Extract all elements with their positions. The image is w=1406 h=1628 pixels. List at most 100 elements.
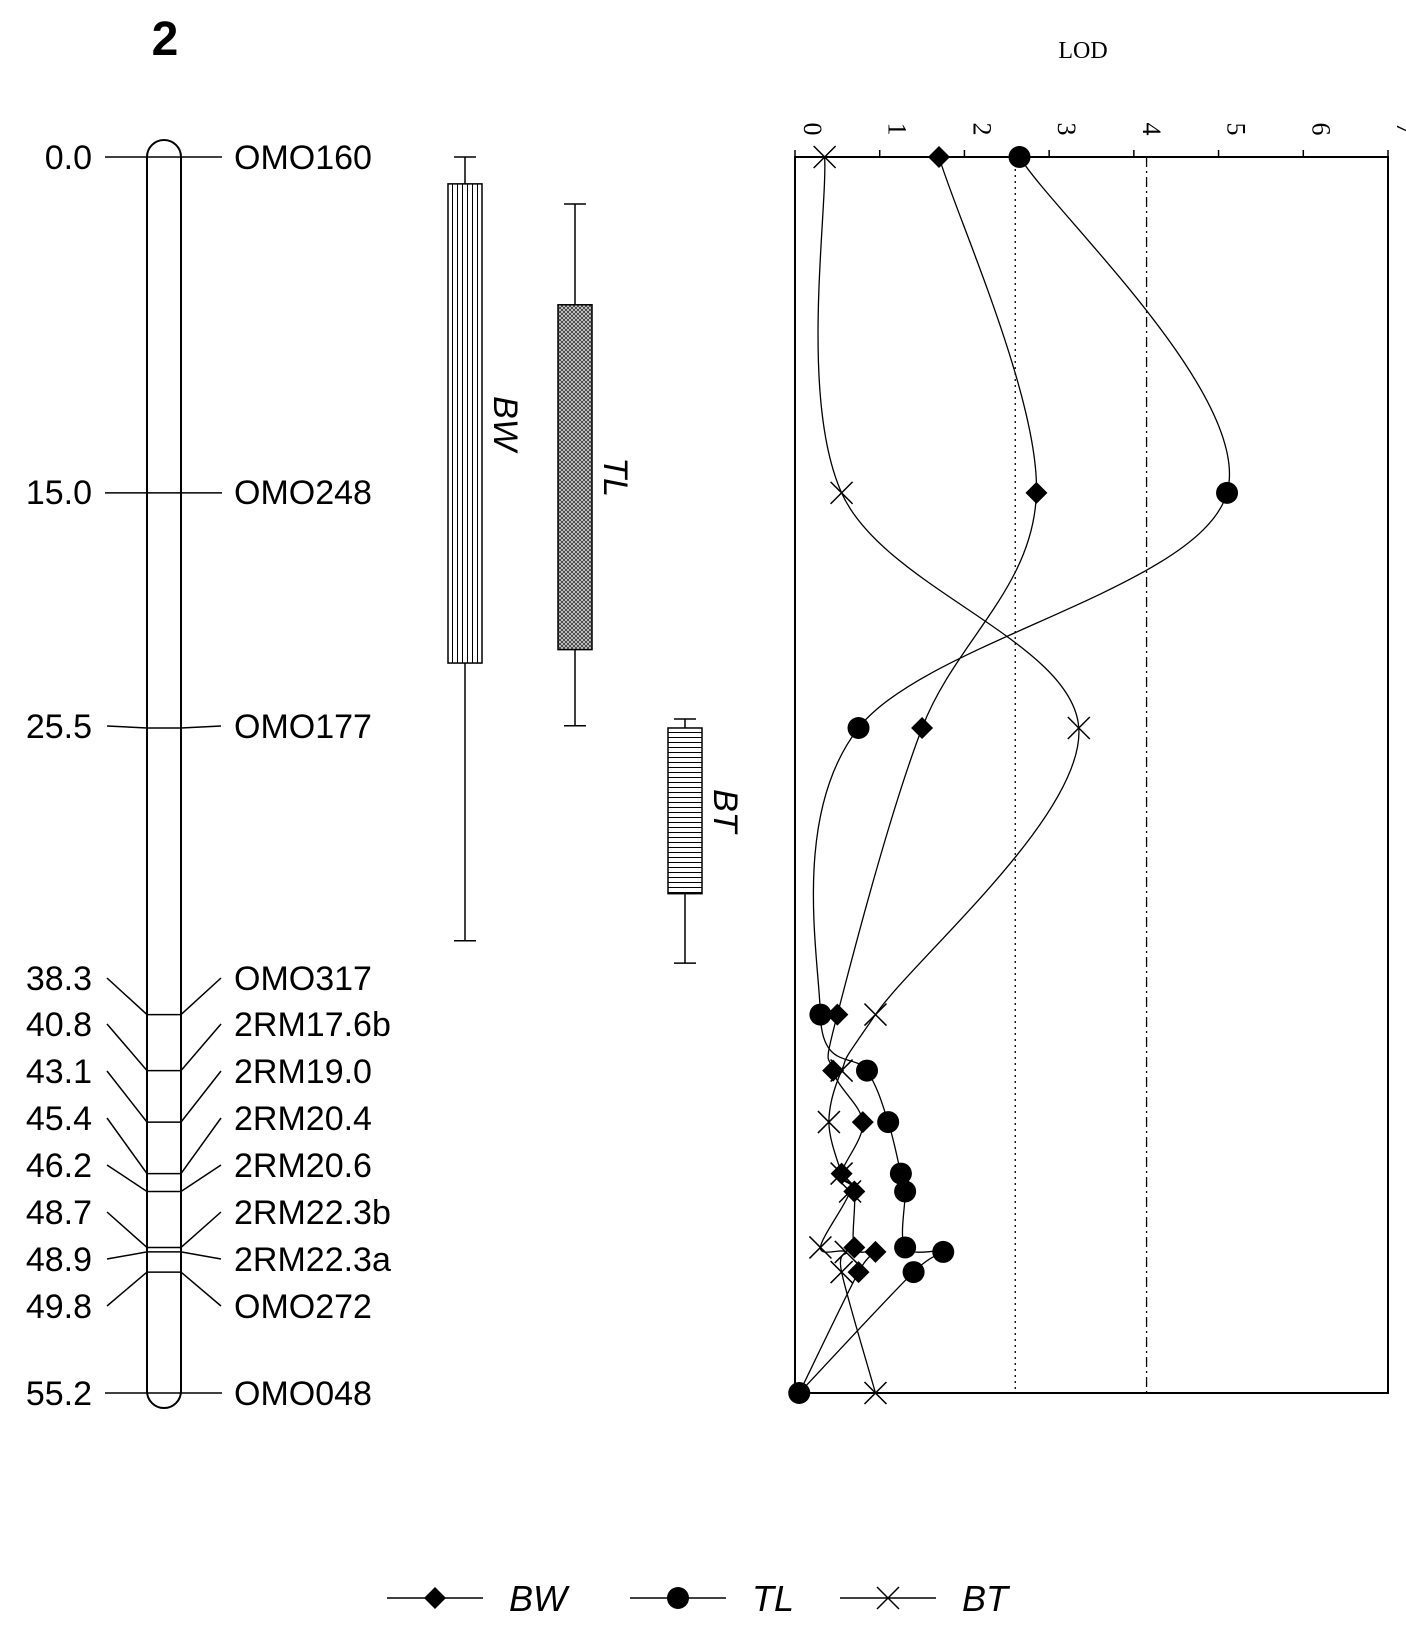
marker-name-label: OMO160	[234, 139, 372, 177]
data-point-x	[834, 1240, 858, 1264]
marker-name-label: 2RM17.6b	[234, 1006, 391, 1044]
lod-plot: LOD 0 1 2 3 4 5 6 7	[788, 38, 1406, 1405]
legend-item-bt: BT	[840, 1578, 1011, 1619]
data-point-x	[817, 1110, 841, 1134]
marker-position-label: 49.8	[26, 1288, 92, 1326]
lod-tick-label: 7	[1391, 123, 1406, 136]
data-point-x	[1067, 716, 1091, 740]
lod-thresholds	[1014, 157, 1148, 1393]
data-point-circle	[856, 1059, 879, 1082]
series-line	[798, 156, 1231, 1394]
legend-label: TL	[752, 1578, 794, 1619]
data-point-circle	[1216, 481, 1239, 504]
legend-marker-diamond	[424, 1587, 446, 1609]
legend: BW TL BT	[387, 1578, 1011, 1619]
data-point-diamond	[911, 716, 934, 739]
data-point-x	[830, 481, 854, 505]
data-point-diamond	[928, 146, 951, 168]
data-point-circle	[1008, 146, 1031, 168]
qtl-box	[667, 727, 703, 895]
marker-line	[106, 1211, 222, 1249]
legend-item-tl: TL	[630, 1578, 794, 1619]
series-bw	[788, 146, 1048, 1404]
marker-line	[106, 977, 222, 1016]
marker-labels: 0.0 OMO160 15.0 OMO248 25.5 OMO177 38.3 OMO317 4…	[26, 139, 391, 1413]
lod-tick-label: 2	[967, 123, 996, 136]
qtl-intervals: BW TL BT	[447, 156, 744, 964]
data-point-circle	[894, 1236, 917, 1259]
data-point-circle	[847, 716, 870, 739]
lod-tick-label: 5	[1222, 123, 1251, 136]
series-bt	[808, 145, 1091, 1405]
lod-axis-label: LOD	[1058, 38, 1107, 64]
marker-position-label: 45.4	[26, 1100, 92, 1138]
marker-name-label: OMO248	[234, 474, 372, 512]
lod-ticks: 0 1 2 3 4 5 6 7	[794, 123, 1406, 157]
marker-line	[106, 1023, 222, 1072]
lod-tick-label: 1	[883, 123, 912, 136]
marker-name-label: OMO272	[234, 1288, 372, 1326]
qtl-interval-bw: BW	[447, 156, 524, 942]
series-line	[798, 156, 1038, 1394]
data-point-x	[863, 1381, 888, 1405]
marker-line	[106, 1251, 222, 1260]
chromosome-number: 2	[152, 13, 179, 66]
data-point-diamond	[847, 1261, 870, 1284]
data-point-circle	[894, 1180, 917, 1203]
legend-marker-x	[876, 1586, 900, 1610]
data-point-x	[863, 1003, 888, 1027]
data-point-circle	[902, 1261, 925, 1284]
data-point-circle	[788, 1382, 811, 1404]
marker-name-label: 2RM19.0	[234, 1053, 372, 1091]
data-point-x	[830, 1059, 854, 1083]
qtl-interval-tl: TL	[557, 203, 634, 727]
data-point-circle	[809, 1003, 832, 1026]
qtl-trait-label: BT	[706, 789, 744, 835]
marker-position-label: 46.2	[26, 1147, 92, 1185]
data-point-x	[830, 1260, 854, 1284]
data-point-circle	[877, 1111, 900, 1134]
lod-tick-label: 3	[1052, 123, 1081, 136]
marker-position-label: 25.5	[26, 708, 92, 746]
data-point-x	[830, 1162, 854, 1186]
marker-connectors	[105, 156, 222, 1394]
qtl-interval-bt: BT	[667, 718, 744, 964]
data-point-x	[813, 145, 837, 169]
marker-position-label: 0.0	[45, 139, 92, 177]
marker-line	[106, 1164, 222, 1193]
data-point-diamond	[843, 1180, 866, 1203]
data-point-diamond	[826, 1003, 849, 1026]
marker-position-label: 48.7	[26, 1194, 92, 1232]
marker-line	[106, 1117, 222, 1175]
series-line	[817, 156, 1080, 1394]
data-point-diamond	[1025, 481, 1048, 504]
marker-name-label: OMO177	[234, 708, 372, 746]
marker-name-label: OMO048	[234, 1375, 372, 1413]
chromosome-bar	[146, 139, 182, 1409]
marker-position-label: 40.8	[26, 1006, 92, 1044]
marker-name-label: 2RM20.4	[234, 1100, 372, 1138]
qtl-box	[557, 304, 593, 651]
data-point-diamond	[843, 1236, 866, 1259]
marker-position-label: 38.3	[26, 960, 92, 998]
data-point-x	[838, 1179, 862, 1204]
legend-marker-circle	[667, 1587, 689, 1609]
qtl-trait-label: TL	[596, 457, 634, 497]
data-point-diamond	[851, 1111, 874, 1134]
marker-line	[106, 1070, 222, 1123]
marker-position-label: 15.0	[26, 474, 92, 512]
marker-position-label: 48.9	[26, 1241, 92, 1279]
lod-tick-label: 6	[1306, 123, 1335, 136]
lod-tick-label: 4	[1137, 123, 1166, 136]
marker-name-label: OMO317	[234, 960, 372, 998]
legend-item-bw: BW	[387, 1578, 570, 1619]
marker-line	[106, 725, 222, 729]
linkage-map: 0.0 OMO160 15.0 OMO248 25.5 OMO177 38.3 OMO317 4…	[26, 139, 391, 1413]
lod-tick-label: 0	[798, 123, 827, 136]
data-point-circle	[889, 1162, 912, 1185]
marker-name-label: 2RM20.6	[234, 1147, 372, 1185]
data-point-x	[808, 1235, 832, 1259]
qtl-trait-label: BW	[486, 396, 524, 454]
legend-label: BT	[962, 1578, 1011, 1619]
